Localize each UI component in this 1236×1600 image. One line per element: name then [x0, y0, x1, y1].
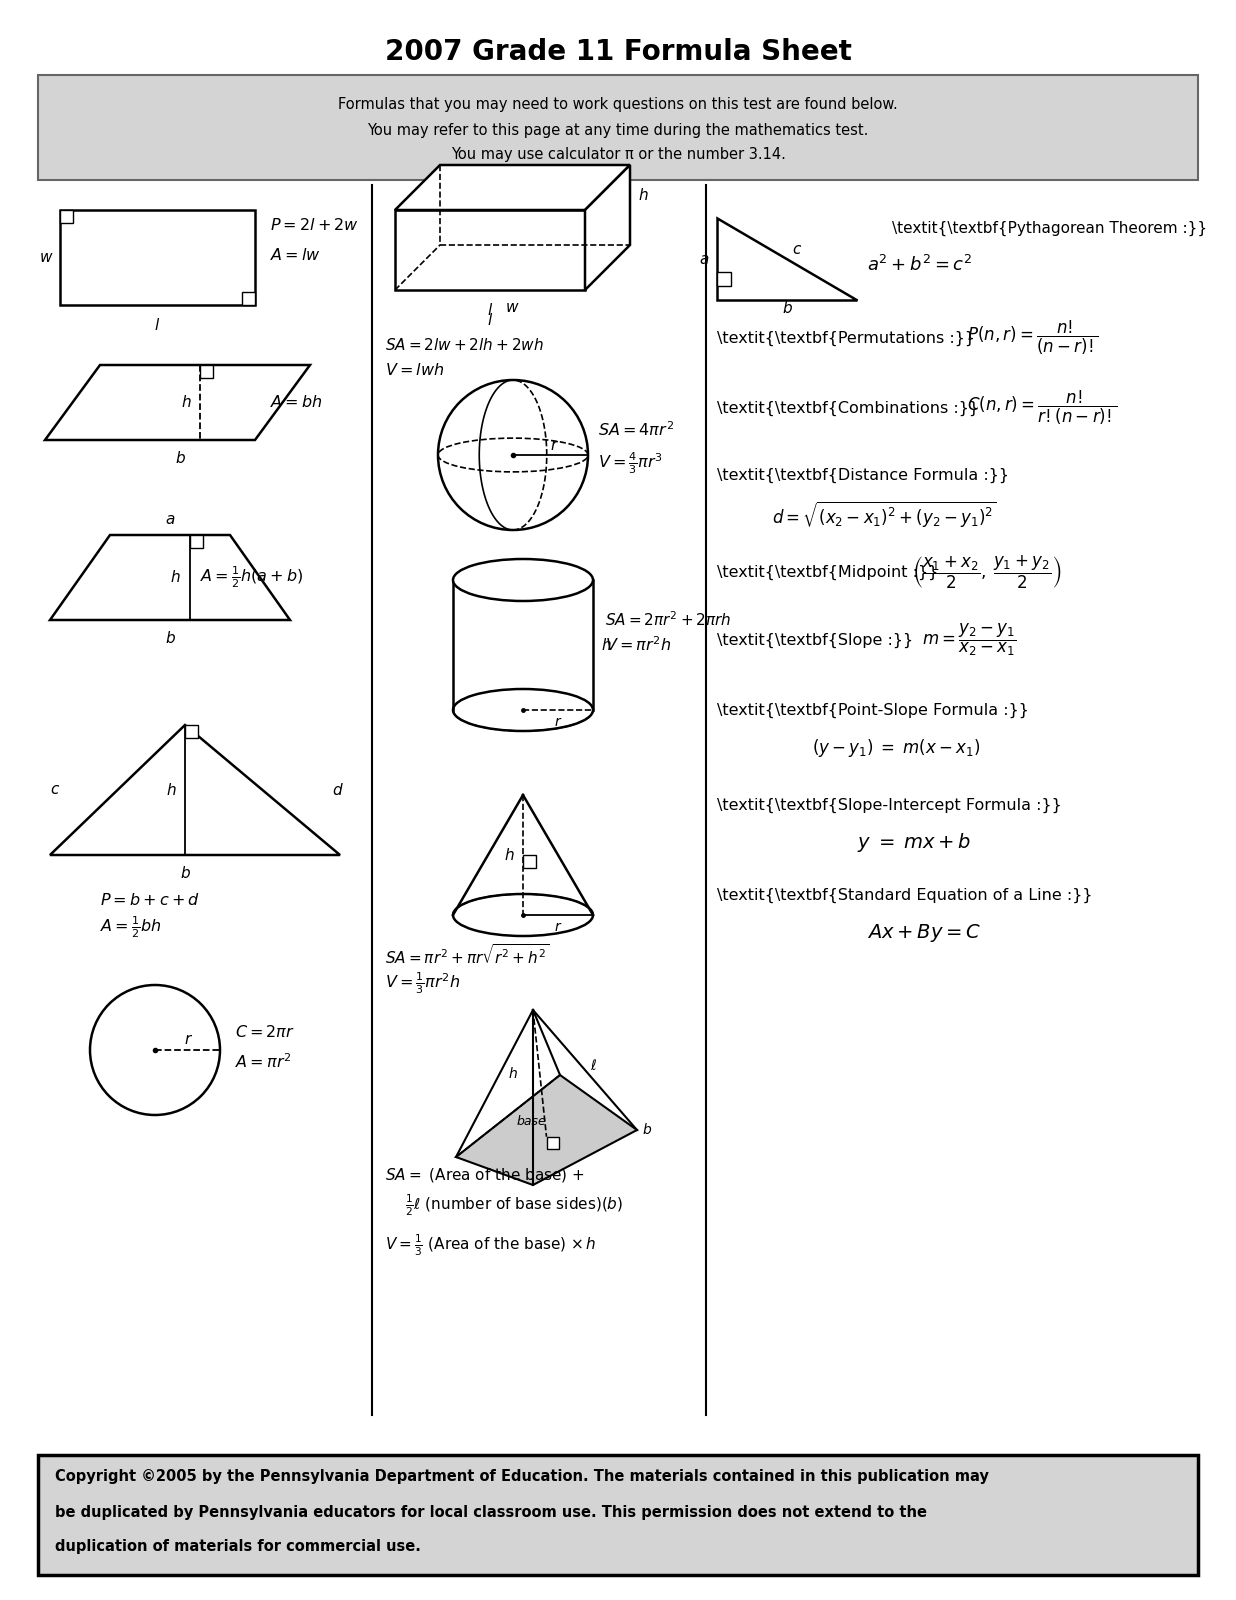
- Text: \textit{\textbf{Slope-Intercept Formula :}}: \textit{\textbf{Slope-Intercept Formula …: [717, 797, 1062, 813]
- Text: $SA = 2lw + 2lh + 2wh$: $SA = 2lw + 2lh + 2wh$: [384, 338, 544, 354]
- Text: $P = 2l + 2w$: $P = 2l + 2w$: [269, 218, 358, 234]
- Text: 2007 Grade 11 Formula Sheet: 2007 Grade 11 Formula Sheet: [384, 38, 852, 66]
- Text: $\ell$: $\ell$: [590, 1058, 597, 1072]
- Text: be duplicated by Pennsylvania educators for local classroom use. This permission: be duplicated by Pennsylvania educators …: [54, 1504, 927, 1520]
- Text: $b$: $b$: [174, 450, 185, 466]
- Text: You may use calculator π or the number 3.14.: You may use calculator π or the number 3…: [451, 147, 785, 163]
- Text: $SA = \pi r^2 + \pi r\sqrt{r^2 + h^2}$: $SA = \pi r^2 + \pi r\sqrt{r^2 + h^2}$: [384, 942, 549, 966]
- Text: $SA = 2\pi r^2 + 2\pi rh$: $SA = 2\pi r^2 + 2\pi rh$: [604, 611, 732, 629]
- Text: $h$: $h$: [180, 394, 192, 410]
- Text: $V = lwh$: $V = lwh$: [384, 362, 444, 378]
- Text: Copyright ©2005 by the Pennsylvania Department of Education. The materials conta: Copyright ©2005 by the Pennsylvania Depa…: [54, 1469, 989, 1485]
- Text: $y \;=\; mx + b$: $y \;=\; mx + b$: [857, 832, 971, 854]
- Text: $\frac{1}{2}\ell$ (number of base sides)$(b)$: $\frac{1}{2}\ell$ (number of base sides)…: [405, 1192, 623, 1218]
- Polygon shape: [717, 218, 857, 301]
- Text: $V = \frac{1}{3}\pi r^2 h$: $V = \frac{1}{3}\pi r^2 h$: [384, 970, 461, 995]
- Text: base: base: [517, 1115, 546, 1128]
- Text: $c$: $c$: [792, 243, 802, 258]
- Polygon shape: [585, 165, 630, 290]
- Text: $h$: $h$: [638, 187, 649, 203]
- Bar: [546, 1136, 559, 1149]
- Text: \textit{\textbf{Midpoint :}}: \textit{\textbf{Midpoint :}}: [717, 565, 938, 579]
- Bar: [185, 725, 198, 738]
- Text: $m = \dfrac{y_2 - y_1}{x_2 - x_1}$: $m = \dfrac{y_2 - y_1}{x_2 - x_1}$: [922, 622, 1016, 658]
- Text: duplication of materials for commercial use.: duplication of materials for commercial …: [54, 1539, 421, 1555]
- Text: \textit{\textbf{Combinations :}}: \textit{\textbf{Combinations :}}: [717, 400, 979, 416]
- Text: $d$: $d$: [332, 782, 344, 798]
- Text: $r$: $r$: [554, 715, 562, 730]
- Text: $w$: $w$: [504, 301, 519, 315]
- Bar: [61, 210, 73, 222]
- Text: $C(n, r) = \dfrac{n!}{r!(n-r)!}$: $C(n, r) = \dfrac{n!}{r!(n-r)!}$: [967, 389, 1117, 427]
- Text: $w$: $w$: [38, 250, 53, 264]
- Bar: [38, 75, 1198, 179]
- Text: \textit{\textbf{Slope :}}: \textit{\textbf{Slope :}}: [717, 632, 913, 648]
- Text: $c$: $c$: [49, 782, 61, 797]
- Text: You may refer to this page at any time during the mathematics test.: You may refer to this page at any time d…: [367, 123, 869, 138]
- Text: $\left(\dfrac{x_1 + x_2}{2},\; \dfrac{y_1 + y_2}{2}\right)$: $\left(\dfrac{x_1 + x_2}{2},\; \dfrac{y_…: [912, 554, 1062, 590]
- Bar: [38, 1454, 1198, 1574]
- Text: $r$: $r$: [554, 920, 562, 934]
- Text: $SA = 4\pi r^2$: $SA = 4\pi r^2$: [598, 421, 674, 440]
- Text: $Ax + By = C$: $Ax + By = C$: [866, 922, 981, 944]
- Text: $P(n, r) = \dfrac{n!}{(n-r)!}$: $P(n, r) = \dfrac{n!}{(n-r)!}$: [967, 318, 1099, 357]
- Circle shape: [90, 986, 220, 1115]
- Polygon shape: [396, 165, 630, 210]
- Bar: [717, 272, 730, 286]
- Text: $h$: $h$: [601, 637, 612, 653]
- Bar: [190, 534, 203, 547]
- Text: $A = bh$: $A = bh$: [269, 394, 323, 410]
- Text: $V = \frac{4}{3}\pi r^3$: $V = \frac{4}{3}\pi r^3$: [598, 450, 662, 475]
- Text: $C = 2\pi r$: $C = 2\pi r$: [235, 1024, 295, 1040]
- Ellipse shape: [454, 690, 593, 731]
- Text: $a$: $a$: [164, 512, 176, 528]
- Text: $a$: $a$: [698, 251, 709, 267]
- Text: $h$: $h$: [508, 1067, 518, 1082]
- Text: $a^2 + b^2 = c^2$: $a^2 + b^2 = c^2$: [866, 254, 973, 275]
- Text: $d = \sqrt{(x_2 - x_1)^2 + (y_2 - y_1)^2}$: $d = \sqrt{(x_2 - x_1)^2 + (y_2 - y_1)^2…: [772, 499, 997, 530]
- Bar: [396, 210, 585, 290]
- Text: $V = \pi r^2 h$: $V = \pi r^2 h$: [604, 635, 671, 654]
- Text: $A = \pi r^2$: $A = \pi r^2$: [235, 1053, 292, 1072]
- Text: $l$: $l$: [154, 317, 161, 333]
- Text: $l$: $l$: [487, 302, 493, 318]
- Text: $b$: $b$: [641, 1123, 653, 1138]
- Bar: [523, 854, 536, 867]
- Bar: [200, 365, 213, 378]
- Text: \textit{\textbf{Pythagorean Theorem :}}: \textit{\textbf{Pythagorean Theorem :}}: [892, 221, 1208, 235]
- Text: \textit{\textbf{Distance Formula :}}: \textit{\textbf{Distance Formula :}}: [717, 467, 1009, 483]
- Bar: [61, 210, 255, 306]
- Text: Formulas that you may need to work questions on this test are found below.: Formulas that you may need to work quest…: [339, 98, 897, 112]
- Text: $r$: $r$: [550, 437, 560, 453]
- Text: \textit{\textbf{Point-Slope Formula :}}: \textit{\textbf{Point-Slope Formula :}}: [717, 702, 1028, 718]
- Ellipse shape: [454, 558, 593, 602]
- Text: $h$: $h$: [169, 570, 180, 586]
- Polygon shape: [456, 1075, 637, 1186]
- Text: $r$: $r$: [184, 1032, 194, 1048]
- Text: $SA = $ (Area of the base) $+$: $SA = $ (Area of the base) $+$: [384, 1166, 585, 1184]
- Text: $P = b + c + d$: $P = b + c + d$: [100, 893, 200, 909]
- Text: $h$: $h$: [166, 782, 177, 798]
- Text: $(y - y_1) \;=\; m(x - x_1)$: $(y - y_1) \;=\; m(x - x_1)$: [812, 738, 980, 758]
- Text: $A = \frac{1}{2}h(a + b)$: $A = \frac{1}{2}h(a + b)$: [200, 565, 304, 590]
- Text: $b$: $b$: [179, 866, 190, 882]
- Text: $V = \frac{1}{3}$ (Area of the base) $\times\, h$: $V = \frac{1}{3}$ (Area of the base) $\t…: [384, 1232, 597, 1258]
- Text: \textit{\textbf{Permutations :}}: \textit{\textbf{Permutations :}}: [717, 330, 975, 346]
- Text: $b$: $b$: [164, 630, 176, 646]
- Text: $A = \frac{1}{2}bh$: $A = \frac{1}{2}bh$: [100, 914, 162, 939]
- Bar: [242, 291, 255, 306]
- Text: $A = lw$: $A = lw$: [269, 246, 321, 262]
- Polygon shape: [49, 534, 290, 619]
- Circle shape: [438, 379, 588, 530]
- Text: $h$: $h$: [504, 846, 514, 862]
- Polygon shape: [49, 725, 340, 854]
- Text: $b$: $b$: [781, 301, 792, 317]
- Text: \textit{\textbf{Standard Equation of a Line :}}: \textit{\textbf{Standard Equation of a L…: [717, 888, 1093, 902]
- Text: $l$: $l$: [487, 312, 493, 328]
- Polygon shape: [44, 365, 310, 440]
- Ellipse shape: [454, 894, 593, 936]
